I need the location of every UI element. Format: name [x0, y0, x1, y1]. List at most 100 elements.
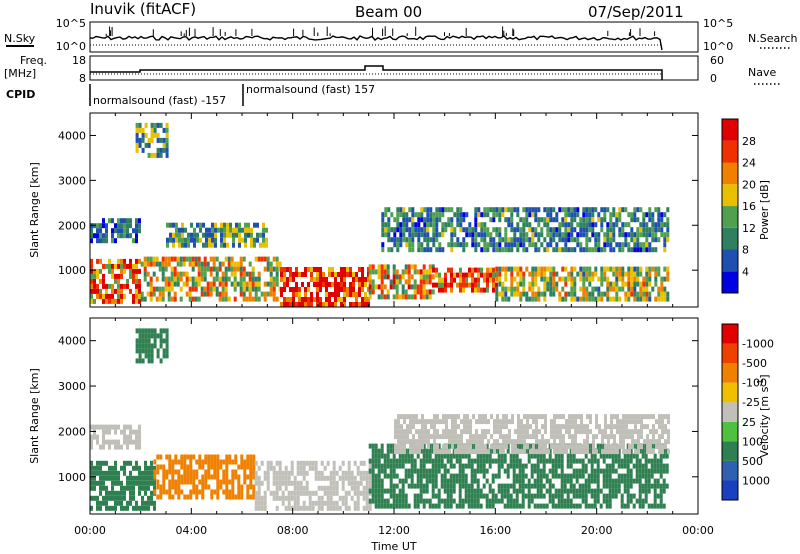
echo-cell [404, 478, 408, 484]
echo-cell [414, 227, 418, 233]
echo-cell [249, 484, 253, 490]
echo-cell [253, 237, 256, 243]
echo-cell [335, 500, 339, 506]
echo-cell [135, 288, 138, 294]
echo-cell [355, 277, 358, 282]
echo-cell [484, 434, 487, 440]
echo-cell [152, 271, 156, 277]
echo-cell [541, 444, 544, 450]
echo-cell [531, 232, 535, 238]
echo-cell [633, 217, 637, 223]
echo-cell [568, 429, 571, 435]
echo-cell [483, 247, 487, 253]
echo-cell [144, 505, 147, 511]
echo-cell [394, 444, 397, 450]
echo-cell [492, 267, 495, 273]
echo-cell [195, 459, 199, 465]
colorbar-tick-label: -500 [742, 357, 767, 370]
echo-cell [492, 277, 495, 283]
echo-cell [355, 302, 358, 307]
echo-cell [141, 333, 145, 339]
echo-cell [596, 448, 600, 454]
echo-cell [246, 459, 250, 465]
echo-cell [135, 137, 139, 143]
echo-cell [443, 498, 447, 504]
echo-cell [627, 286, 631, 292]
echo-cell [540, 271, 544, 277]
echo-cell [105, 429, 108, 435]
echo-cell [534, 281, 538, 287]
echo-cell [169, 237, 172, 243]
echo-cell [457, 444, 460, 450]
echo-cell [557, 458, 561, 464]
echo-cell [588, 291, 592, 297]
echo-cell [630, 286, 634, 292]
echo-cell [447, 242, 451, 248]
echo-cell [516, 207, 520, 213]
echo-cell [513, 232, 517, 238]
echo-cell [576, 242, 580, 248]
echo-cell [548, 478, 552, 484]
echo-cell [460, 444, 463, 450]
echo-cell [153, 333, 157, 339]
echo-cell [582, 276, 586, 282]
echo-cell [102, 278, 105, 284]
echo-cell [386, 269, 390, 275]
echo-cell [618, 276, 622, 282]
echo-cell [132, 465, 135, 471]
echo-cell [227, 256, 231, 262]
echo-cell [193, 232, 196, 238]
echo-cell [657, 217, 661, 223]
echo-cell [556, 429, 559, 435]
echo-cell [464, 463, 468, 469]
echo-cell [587, 473, 591, 479]
echo-cell [636, 232, 640, 238]
echo-cell [165, 489, 169, 495]
echo-cell [661, 434, 664, 440]
echo-cell [138, 278, 141, 284]
echo-cell [398, 503, 402, 509]
echo-cell [320, 485, 324, 491]
echo-cell [147, 353, 151, 359]
echo-cell [220, 237, 223, 243]
echo-cell [444, 207, 448, 213]
echo-cell [419, 478, 423, 484]
echo-cell [442, 429, 445, 435]
echo-cell [102, 470, 105, 476]
echo-cell [129, 424, 132, 430]
echo-cell [111, 505, 114, 511]
echo-cell [569, 458, 573, 464]
echo-cell [538, 429, 541, 435]
echo-cell [359, 480, 363, 486]
echo-cell [548, 483, 552, 489]
echo-cell [316, 297, 319, 302]
echo-cell [320, 495, 324, 501]
echo-cell [442, 434, 445, 440]
echo-cell [319, 287, 322, 292]
echo-cell [629, 468, 633, 474]
echo-cell [640, 434, 643, 440]
echo-cell [105, 505, 108, 511]
echo-cell [543, 271, 547, 277]
echo-cell [135, 273, 138, 279]
echo-cell [117, 258, 120, 264]
echo-cell [212, 286, 216, 292]
echo-cell [141, 485, 144, 491]
echo-cell [425, 498, 429, 504]
echo-cell [212, 266, 216, 272]
echo-cell [392, 284, 396, 290]
echo-cell [170, 281, 174, 287]
echo-cell [639, 296, 643, 302]
echo-cell [386, 498, 390, 504]
echo-cell [473, 468, 477, 474]
echo-cell [165, 137, 169, 143]
echo-cell [402, 237, 406, 243]
echo-cell [284, 465, 288, 471]
echo-cell [594, 222, 598, 228]
echo-cell [394, 419, 397, 425]
echo-cell [522, 271, 526, 277]
echo-cell [523, 444, 526, 450]
echo-cell [614, 493, 618, 499]
echo-cell [374, 493, 378, 499]
echo-cell [240, 454, 244, 460]
